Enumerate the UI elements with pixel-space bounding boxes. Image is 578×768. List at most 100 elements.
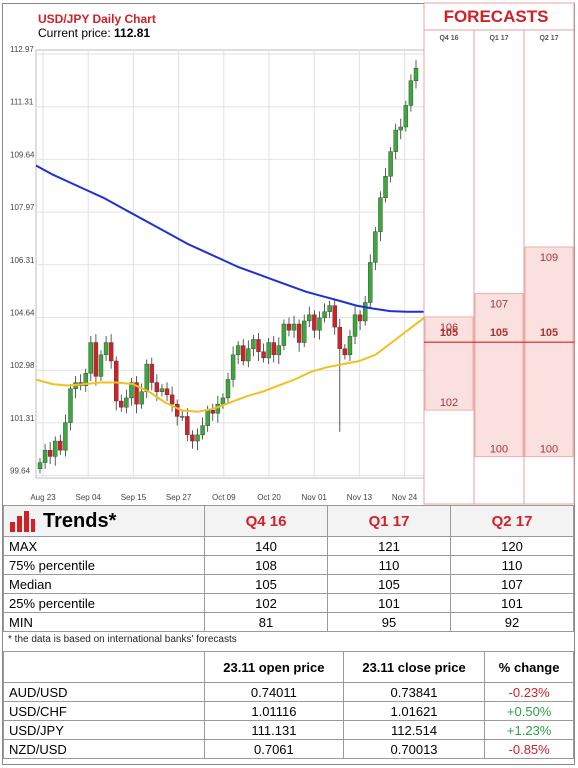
candle-body [388,151,393,177]
candle-body [261,351,266,359]
candle-body [296,323,302,343]
candle-body [246,348,251,362]
fx-open: 0.7061 [204,739,344,759]
candle-body [241,345,246,362]
fx-pair: USD/CHF [3,701,205,721]
candle [53,436,58,466]
candle [302,314,307,348]
candle-body [251,339,256,349]
candle [327,300,332,318]
y-tick-label: 111.31 [10,98,34,107]
y-tick-label: 109.64 [10,150,35,159]
candle-body [302,320,307,343]
candle [332,299,337,335]
trends-title: Trends* [43,509,117,532]
candle [230,346,236,388]
trends-footnote: * the data is based on international ban… [8,634,237,645]
candlestick-series [37,59,419,474]
candle [47,441,53,465]
candle [185,408,190,442]
candle [322,303,327,323]
fx-close: 0.70013 [342,739,486,759]
candle-body [225,379,231,399]
candle-body [164,388,170,396]
trends-row-p75: 75% percentile 108 110 110 [3,555,574,575]
fx-col-close: 23.11 close price [342,651,486,683]
trends-col-q1: Q1 17 [327,505,451,537]
candle [251,334,256,357]
fx-row-nzdusd: NZD/USD 0.7061 0.70013 -0.85% [3,739,574,759]
candle [408,74,414,112]
candle [241,339,246,366]
x-tick-label: Aug 23 [30,493,56,502]
candle [342,344,348,360]
candle [312,310,317,338]
candle-body [53,440,58,457]
fx-open: 1.01116 [204,701,344,721]
x-tick-label: Nov 24 [392,493,418,502]
candle-body [88,342,94,374]
candle [393,123,398,160]
candle-body [58,440,63,451]
candle-body [169,394,175,405]
candle [210,403,215,422]
fx-close: 1.01621 [342,701,486,721]
fx-header-row: 23.11 open price 23.11 close price % cha… [3,651,574,683]
candle-body [362,302,368,322]
candle-body [373,231,378,263]
candle [159,384,165,397]
candle-body [307,314,312,322]
candle [68,384,73,431]
candle-body [103,342,109,356]
trends-col-q4: Q4 16 [204,505,328,537]
candle-body [408,80,414,106]
candle [383,167,388,203]
candle [307,306,312,328]
candle-body [119,400,124,408]
y-tick-label: 101.31 [10,414,35,423]
forecast-low-label: 102 [440,397,458,409]
candle [266,337,271,365]
fx-open: 0.74011 [204,682,344,702]
candle [398,118,403,140]
forecast-low-label: 100 [540,444,558,456]
forecast-range-bar [474,293,524,458]
candle-body [47,450,53,457]
candle-body [42,450,48,463]
candle-body [368,262,373,303]
candle-body [144,363,149,392]
x-tick-label: Nov 01 [302,493,328,502]
candle-body [235,345,241,356]
candle-body [347,336,353,356]
row-label: 75% percentile [3,555,205,575]
candle-body [266,342,271,359]
fx-row-usdjpy: USD/JPY 111.131 112.514 +1.23% [3,720,574,740]
candle-body [378,197,383,232]
candle [296,319,302,352]
candle-body [159,388,165,392]
fx-row-audusd: AUD/USD 0.74011 0.73841 -0.23% [3,682,574,702]
x-tick-label: Sep 04 [76,493,102,502]
candle-body [124,397,129,408]
candle-body [256,339,261,352]
candle-body [63,422,68,451]
candle-body [327,305,332,312]
cell-value: 95 [327,612,451,632]
cell-value: 101 [327,593,451,613]
forecast-column-label: Q2 17 [539,35,558,42]
candle-body [393,129,398,152]
candle [164,382,170,402]
candle [108,334,114,369]
candle-body [352,314,358,337]
x-tick-label: Oct 20 [257,493,281,502]
candle [347,329,353,361]
candle [246,340,251,368]
chart-area: 112.97 111.31 109.64 107.97 106.31 104.64 102.… [10,2,575,505]
fx-col-change: % change [484,651,574,683]
candle [149,357,154,391]
candle [281,319,287,351]
fx-close: 112.514 [342,720,486,740]
bar-chart-icon [10,511,35,532]
candle-body [291,323,297,331]
cell-value: 92 [450,612,574,632]
